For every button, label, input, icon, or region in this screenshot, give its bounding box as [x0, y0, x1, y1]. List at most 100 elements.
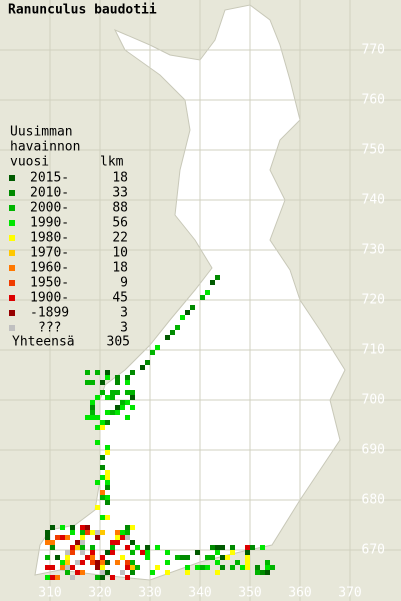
observation-cell	[165, 560, 170, 565]
observation-cell	[125, 390, 130, 395]
observation-cell	[155, 565, 160, 570]
observation-cell	[60, 525, 65, 530]
observation-cell	[125, 545, 130, 550]
observation-cell	[130, 570, 135, 575]
observation-cell	[100, 530, 105, 535]
legend-swatch	[9, 175, 15, 181]
legend-count: 9	[120, 276, 128, 291]
finland-outline	[34, 4, 346, 581]
observation-cell	[60, 560, 65, 565]
x-label: 350	[238, 586, 261, 601]
y-label: 740	[362, 193, 385, 208]
legend-swatch	[9, 235, 15, 241]
observation-cell	[100, 560, 105, 565]
legend-count: 88	[112, 201, 128, 216]
legend-label: 1970-	[30, 246, 69, 261]
observation-cell	[55, 575, 60, 580]
observation-cell	[75, 560, 80, 565]
observation-cell	[125, 560, 130, 565]
observation-cell	[130, 405, 135, 410]
observation-cell	[265, 565, 270, 570]
observation-cell	[45, 565, 50, 570]
observation-cell	[90, 560, 95, 565]
observation-cell	[130, 390, 135, 395]
observation-cell	[95, 575, 100, 580]
observation-cell	[110, 395, 115, 400]
legend-heading: vuosi	[10, 155, 49, 170]
observation-cell	[245, 560, 250, 565]
y-label: 670	[362, 543, 385, 558]
observations	[45, 275, 275, 580]
observation-cell	[115, 530, 120, 535]
observation-cell	[90, 555, 95, 560]
observation-cell	[145, 550, 150, 555]
observation-cell	[95, 440, 100, 445]
observation-cell	[80, 535, 85, 540]
legend-heading: havainnon	[10, 140, 80, 155]
observation-cell	[230, 550, 235, 555]
legend-count: 22	[112, 231, 128, 246]
observation-cell	[45, 530, 50, 535]
observation-cell	[85, 380, 90, 385]
observation-cell	[110, 575, 115, 580]
total-label: Yhteensä	[12, 335, 75, 350]
observation-cell	[90, 415, 95, 420]
observation-cell	[75, 570, 80, 575]
observation-cell	[120, 555, 125, 560]
legend-count: 56	[112, 216, 128, 231]
observation-cell	[105, 375, 110, 380]
legend-label: 2010-	[30, 186, 69, 201]
observation-cell	[85, 370, 90, 375]
observation-cell	[105, 470, 110, 475]
observation-cell	[140, 365, 145, 370]
observation-cell	[105, 450, 110, 455]
observation-cell	[175, 555, 180, 560]
legend-label: 1900-	[30, 291, 69, 306]
observation-cell	[65, 560, 70, 565]
observation-cell	[215, 550, 220, 555]
observation-cell	[100, 420, 105, 425]
y-label: 720	[362, 293, 385, 308]
title: Ranunculus baudotii	[8, 3, 157, 18]
observation-cell	[80, 560, 85, 565]
legend-swatch	[9, 265, 15, 271]
observation-cell	[125, 400, 130, 405]
observation-cell	[95, 535, 100, 540]
observation-cell	[105, 500, 110, 505]
legend-label: 2000-	[30, 201, 69, 216]
observation-cell	[45, 535, 50, 540]
observation-cell	[145, 360, 150, 365]
observation-cell	[95, 560, 100, 565]
y-label: 770	[362, 43, 385, 58]
legend-count: 3	[120, 306, 128, 321]
observation-cell	[60, 565, 65, 570]
observation-cell	[90, 545, 95, 550]
legend-label: -1899	[30, 306, 69, 321]
observation-cell	[165, 570, 170, 575]
observation-cell	[65, 555, 70, 560]
observation-cell	[120, 530, 125, 535]
observation-cell	[55, 555, 60, 560]
observation-cell	[115, 560, 120, 565]
observation-cell	[80, 525, 85, 530]
observation-cell	[110, 410, 115, 415]
observation-cell	[100, 495, 105, 500]
observation-cell	[90, 530, 95, 535]
observation-cell	[80, 545, 85, 550]
x-label: 370	[338, 586, 361, 601]
observation-cell	[70, 550, 75, 555]
observation-cell	[95, 505, 100, 510]
observation-cell	[75, 540, 80, 545]
observation-cell	[120, 570, 125, 575]
legend-count: 10	[112, 246, 128, 261]
observation-cell	[125, 375, 130, 380]
observation-cell	[125, 575, 130, 580]
observation-cell	[65, 535, 70, 540]
legend-swatch	[9, 220, 15, 226]
observation-cell	[165, 335, 170, 340]
observation-cell	[100, 555, 105, 560]
observation-cell	[100, 390, 105, 395]
y-label: 750	[362, 143, 385, 158]
legend-label: 1980-	[30, 231, 69, 246]
